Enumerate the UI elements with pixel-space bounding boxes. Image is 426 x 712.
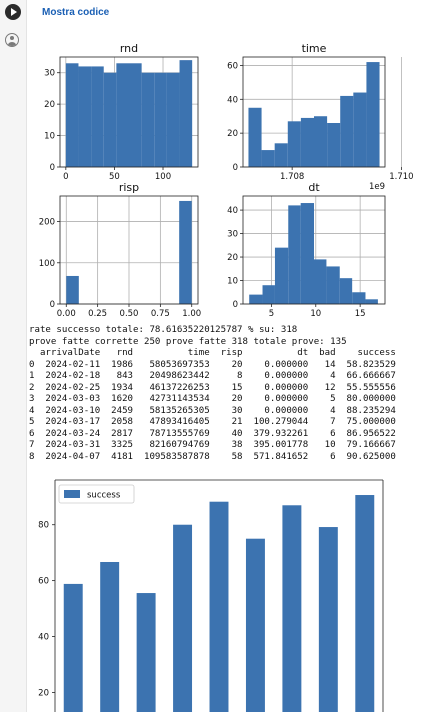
histogram-bar	[91, 66, 104, 167]
histogram-bar	[154, 73, 167, 167]
table-row: 4 2024-03-10 2459 58135265305 30 0.00000…	[29, 406, 396, 416]
chart-title: time	[302, 42, 327, 55]
success-bar	[64, 584, 83, 712]
y-tick-label: 20	[227, 129, 238, 139]
histogram-bar	[352, 292, 365, 304]
success-bar-chart: 20 40 60 80 success	[0, 452, 426, 712]
histogram-bar	[288, 205, 300, 304]
x-tick-label: 1.00	[182, 309, 201, 319]
x-offset-label: 1e9	[369, 182, 385, 192]
y-tick-label: 20	[38, 688, 49, 698]
histogram-bar	[116, 63, 129, 167]
histogram-bar	[314, 116, 327, 167]
histogram-bar	[66, 276, 79, 304]
histogram-bar	[301, 203, 314, 304]
table-row: 5 2024-03-17 2058 47893416405 21 100.279…	[29, 417, 396, 427]
table-row: 7 2024-03-31 3325 82160794769 38 395.001…	[29, 440, 396, 450]
histogram-bar	[353, 93, 366, 167]
histogram-bar	[365, 299, 377, 304]
histogram-bar	[327, 123, 340, 167]
y-tick-label: 0	[233, 300, 238, 310]
success-bar	[355, 495, 374, 712]
histogram-bar	[340, 96, 353, 167]
table-row: 6 2024-03-24 2817 78713555769 40 379.932…	[29, 429, 396, 439]
chart-title: dt	[308, 181, 320, 194]
success-bar	[246, 539, 265, 712]
y-tick-label: 30	[227, 230, 238, 240]
y-tick-label: 20	[44, 100, 55, 110]
y-tick-label: 30	[44, 69, 55, 79]
table-row: 0 2024-02-11 1986 58053697353 20 0.00000…	[29, 360, 396, 370]
x-tick-label: 0.00	[57, 309, 76, 319]
y-tick-label: 40	[227, 95, 238, 105]
histogram-bar	[179, 201, 192, 304]
histogram-bar	[326, 266, 339, 304]
y-tick-label: 10	[227, 277, 238, 287]
histogram-bar	[104, 73, 117, 167]
table-header: arrivalDate rnd time risp dt bad success	[29, 348, 396, 358]
histogram-bar	[66, 63, 79, 167]
dataframe-table: 0 2024-02-11 1986 58053697353 20 0.00000…	[29, 360, 396, 462]
x-tick-label: 0.75	[151, 309, 170, 319]
y-tick-label: 20	[227, 253, 238, 263]
attempts-line: prove fatte corrette 250 prove fatte 318…	[29, 337, 347, 347]
x-tick-label: 10	[310, 309, 321, 319]
success-bar	[319, 527, 338, 712]
histogram-bar	[78, 66, 91, 167]
y-tick-label: 60	[227, 61, 238, 71]
cell-output-text: rate successo totale: 78.61635220125787 …	[29, 325, 396, 463]
y-tick-label: 80	[38, 521, 49, 531]
histogram-bar	[249, 295, 262, 304]
y-tick-label: 40	[38, 633, 49, 643]
histogram-bar	[142, 73, 155, 167]
histogram-bar	[366, 62, 379, 167]
x-tick-label: 1.710	[389, 172, 413, 182]
chart-title: rnd	[120, 42, 138, 55]
histogram-bar	[129, 63, 142, 167]
histogram-bar	[167, 73, 180, 167]
success-bar	[173, 525, 192, 712]
histogram-bar	[301, 118, 314, 167]
chart-title: risp	[119, 181, 139, 194]
histogram-bar	[275, 248, 288, 304]
histogram-bar	[288, 121, 301, 167]
success-bar	[210, 502, 229, 712]
x-tick-label: 1.708	[280, 172, 304, 182]
x-tick-label: 100	[155, 172, 171, 182]
y-tick-label: 0	[233, 163, 238, 173]
x-tick-label: 5	[269, 309, 274, 319]
y-tick-label: 10	[44, 132, 55, 142]
y-tick-label: 60	[38, 577, 49, 587]
success-bar	[282, 505, 301, 712]
table-row: 1 2024-02-18 843 20498623442 8 0.000000 …	[29, 371, 396, 381]
histogram-bar	[262, 150, 275, 167]
histogram-grid-chart: rnd0501000102030time1.7081.7101.71202040…	[0, 0, 426, 320]
x-tick-label: 0.50	[120, 309, 139, 319]
success-rate-line: rate successo totale: 78.61635220125787 …	[29, 325, 297, 335]
histogram-bar	[314, 259, 326, 304]
histogram-bar	[275, 143, 288, 167]
y-tick-label: 0	[50, 163, 55, 173]
y-tick-label: 100	[39, 259, 55, 269]
histogram-bar	[248, 108, 261, 167]
table-row: 3 2024-03-03 1620 42731143534 20 0.00000…	[29, 394, 396, 404]
x-tick-label: 0.25	[88, 309, 107, 319]
histogram-bar	[180, 60, 193, 167]
x-tick-label: 15	[355, 309, 366, 319]
legend-swatch	[64, 490, 80, 498]
x-tick-label: 0	[63, 172, 68, 182]
histogram-bar	[263, 285, 275, 304]
success-bar	[137, 593, 156, 712]
legend-label: success	[87, 491, 121, 501]
table-row: 2 2024-02-25 1934 46137226253 15 0.00000…	[29, 383, 396, 393]
histogram-bar	[340, 278, 352, 304]
y-tick-label: 200	[39, 218, 55, 228]
y-tick-label: 40	[227, 206, 238, 216]
y-tick-label: 0	[50, 300, 55, 310]
success-bar	[100, 562, 119, 712]
